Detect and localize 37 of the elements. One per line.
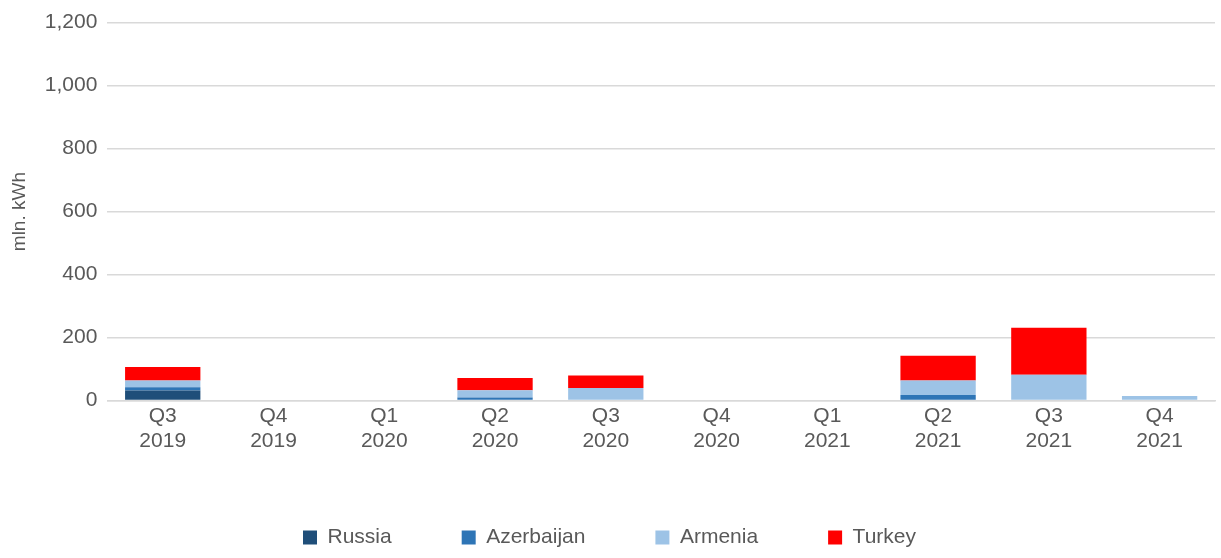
- y-tick-label: 200: [62, 324, 98, 348]
- x-tick-label: Q3 2019: [139, 403, 187, 452]
- x-tick-label: Q1 2020: [360, 403, 408, 452]
- bar: [900, 355, 976, 381]
- y-tick-label: 1,000: [44, 72, 98, 96]
- bar: [568, 375, 644, 388]
- legend-label: Azerbaijan: [486, 524, 586, 548]
- y-tick-label: 400: [62, 261, 98, 285]
- y-tick-label: 800: [62, 135, 98, 159]
- x-tick-label: Q3 2021: [1025, 403, 1073, 452]
- legend-label: Armenia: [679, 524, 759, 548]
- x-tick-label: Q1 2021: [803, 403, 851, 452]
- bar: [457, 397, 533, 400]
- bar: [1011, 327, 1087, 375]
- y-axis-title: mln. kWh: [7, 172, 29, 252]
- legend-label: Turkey: [852, 524, 917, 548]
- bar: [1121, 395, 1198, 400]
- bar: [900, 380, 976, 395]
- x-tick-label: Q4 2021: [1136, 403, 1183, 452]
- y-tick-label: 600: [62, 198, 98, 222]
- x-tick-label: Q2 2021: [914, 403, 962, 452]
- bar: [125, 366, 201, 381]
- legend-label: Russia: [327, 524, 392, 548]
- x-tick-label: Q2 2020: [471, 403, 519, 452]
- x-tick-label: Q4 2019: [250, 403, 297, 452]
- bar: [568, 388, 644, 400]
- bar: [125, 387, 201, 391]
- bar: [1011, 374, 1087, 400]
- x-tick-label: Q4 2020: [693, 403, 740, 452]
- bar: [900, 394, 976, 400]
- x-tick-label: Q3 2020: [582, 403, 630, 452]
- y-tick-label: 0: [85, 387, 98, 411]
- bar: [457, 377, 533, 391]
- bar: [125, 380, 201, 388]
- y-tick-label: 1,200: [44, 9, 98, 33]
- bar: [457, 390, 533, 398]
- bar: [125, 390, 201, 400]
